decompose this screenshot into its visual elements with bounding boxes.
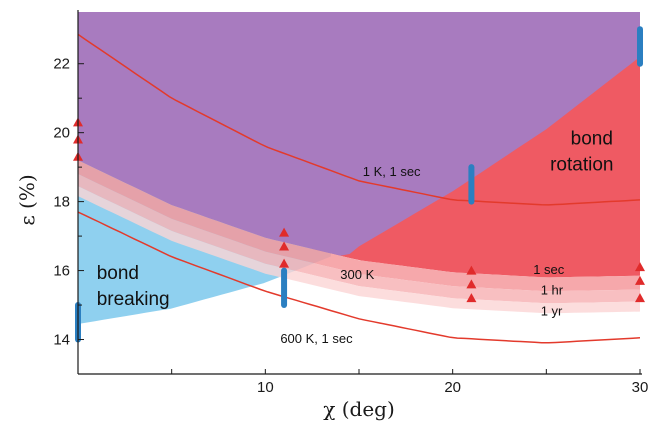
marker-triangle-4: [279, 241, 290, 251]
marker-triangle-10: [635, 275, 645, 285]
band-label-1sec: 1 sec: [533, 262, 565, 277]
bond-rotation-label-line1: bond: [571, 129, 613, 150]
labels: χ (deg) ε (%) 1 K, 1 sec 600 K, 1 sec bond…: [15, 129, 613, 421]
isotherm-line-600k: [78, 211, 640, 344]
temperature-label: 300 K: [340, 267, 374, 282]
isotherm-label-600k: 600 K, 1 sec: [280, 331, 353, 346]
x-tick-label-10: 10: [257, 379, 274, 396]
band-label-1hr: 1 hr: [541, 283, 564, 298]
marker-triangle-7: [466, 279, 477, 289]
plot-area: [78, 12, 640, 344]
y-tick-label-14: 14: [53, 332, 70, 349]
y-tick-label-16: 16: [53, 263, 70, 280]
marker-triangle-9: [635, 262, 645, 272]
axes: 10 20 30 14 16 18 20 22: [53, 10, 648, 396]
band-label-1yr: 1 yr: [541, 303, 563, 318]
x-tick-label-30: 30: [632, 379, 649, 396]
band-1yr: [78, 186, 640, 314]
y-tick-label-22: 22: [53, 56, 70, 73]
marker-triangle-5: [279, 258, 290, 268]
bond-breaking-label-line2: breaking: [97, 289, 170, 310]
isotherm-label-1k: 1 K, 1 sec: [363, 164, 421, 179]
band-1hr: [78, 174, 640, 304]
overlap-region: [78, 12, 640, 256]
bond-rotation-label-line2: rotation: [550, 155, 613, 176]
band-1sec: [78, 160, 640, 292]
isotherm-line-1k: [78, 33, 640, 206]
y-axis-label: ε (%): [15, 174, 39, 225]
y-tick-label-18: 18: [53, 194, 70, 211]
marker-triangle-11: [635, 293, 645, 303]
marker-triangle-3: [279, 227, 290, 237]
marker-triangle-6: [466, 265, 477, 275]
bond-breaking-label-line1: bond: [97, 263, 139, 284]
x-tick-label-20: 20: [444, 379, 461, 396]
x-axis-label: χ (deg): [323, 397, 395, 421]
marker-triangle-8: [466, 293, 477, 303]
y-tick-label-20: 20: [53, 125, 70, 142]
